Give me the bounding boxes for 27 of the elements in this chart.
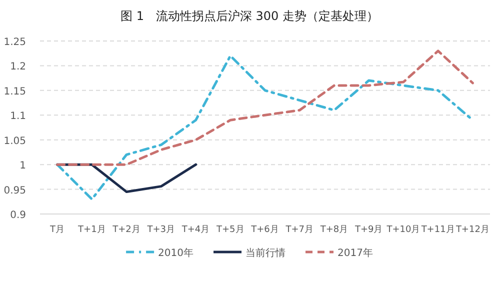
chart-title: 图 1 流动性拐点后沪深 300 走势（定基处理） bbox=[120, 9, 378, 23]
x-tick-label: T+10月 bbox=[386, 225, 420, 235]
x-tick-label: T+12月 bbox=[454, 225, 490, 235]
y-tick-label: 1.2 bbox=[10, 62, 26, 73]
y-tick-label: 1.15 bbox=[4, 86, 26, 98]
x-tick-label: T+3月 bbox=[146, 225, 176, 235]
line-series bbox=[56, 54, 474, 200]
x-tick-label: T+1月 bbox=[77, 225, 106, 235]
x-tick-label: T+2月 bbox=[112, 225, 140, 235]
x-tick-label: T+11月 bbox=[420, 225, 455, 235]
x-tick-label: T月 bbox=[49, 225, 65, 235]
x-tick-label: T+4月 bbox=[180, 225, 210, 235]
line-series bbox=[56, 50, 474, 166]
y-tick-label: 0.95 bbox=[4, 185, 26, 196]
x-tick-label: T+5月 bbox=[216, 225, 244, 235]
x-tick-label: T+9月 bbox=[354, 225, 383, 235]
legend-label: 2017年 bbox=[338, 247, 373, 259]
y-tick-label: 0.9 bbox=[10, 210, 26, 221]
legend-label: 2010年 bbox=[158, 247, 194, 259]
x-tick-label: T+7月 bbox=[284, 225, 314, 235]
x-tick-label: T+6月 bbox=[250, 225, 279, 235]
x-tick-label: T+8月 bbox=[319, 225, 348, 235]
legend-label: 当前行情 bbox=[246, 247, 286, 259]
y-tick-label: 1.25 bbox=[4, 37, 26, 48]
y-tick-label: 1.1 bbox=[10, 111, 26, 122]
y-tick-label: 1.05 bbox=[4, 136, 26, 147]
y-tick-label: 1 bbox=[20, 160, 26, 172]
